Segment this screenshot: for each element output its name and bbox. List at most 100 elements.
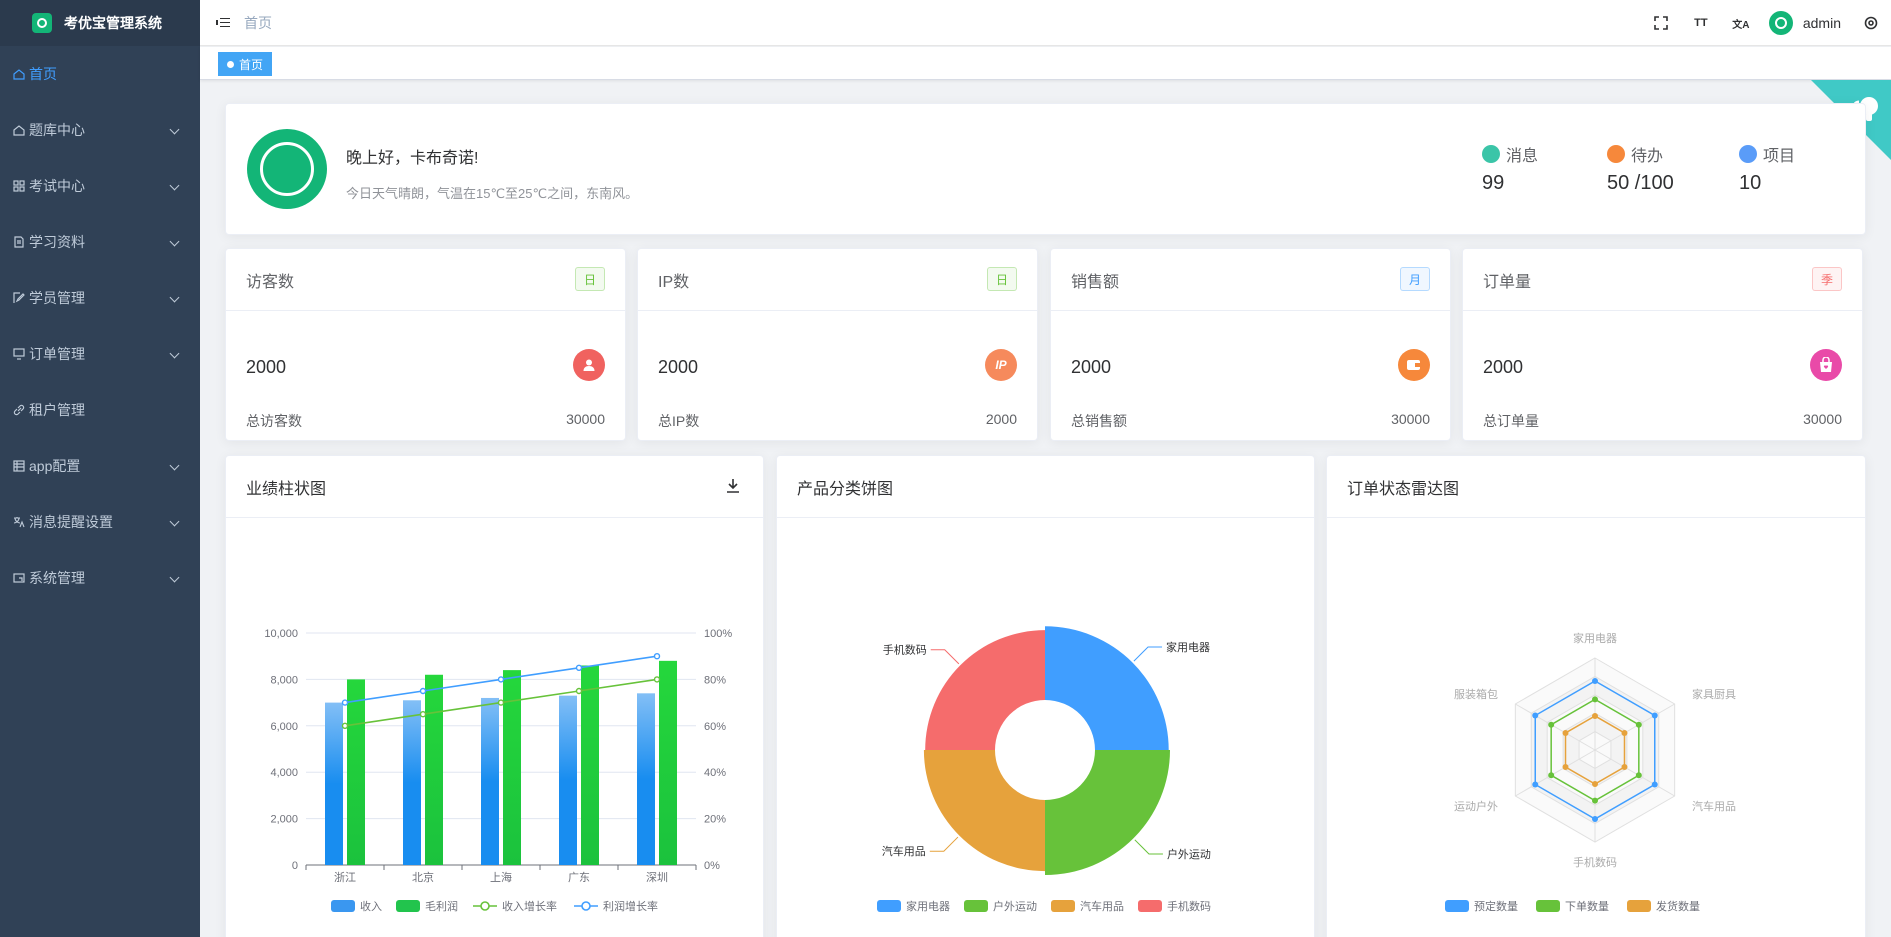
sidebar-item-7[interactable]: app配置 [0,438,200,494]
radar-indicator-label: 家用电器 [1573,631,1617,645]
line-point [419,687,427,695]
settings-icon[interactable] [1857,0,1885,46]
pie-slice [1045,750,1170,875]
metric-card: IP数 日 2000 IP 总IP数 2000 [637,248,1038,441]
metric-total-label: 总访客数 [246,413,302,429]
bar-chart-card: 业绩柱状图 0 0% 2,000 20% 4,000 40% 6,000 60% 8,000 80… [225,455,764,937]
metric-title: IP数 [658,273,690,291]
radar-point [1592,781,1598,788]
stat-messages[interactable]: 消息 99 [1482,142,1538,195]
metric-card: 销售额 月 2000 总销售额 30000 [1050,248,1451,441]
sidebar-item-label: 订单管理 [29,346,85,362]
radar-point [1532,781,1539,788]
grid-icon [12,180,25,193]
metric-value: 2000 [246,357,287,377]
y2-tick-label: 0% [704,860,720,872]
welcome-card: 晚上好，卡布奇诺! 今日天气晴朗，气温在15℃至25℃之间，东南风。 消息 99… [225,103,1866,235]
legend-label: 收入增长率 [502,899,557,913]
radar-point [1562,729,1569,736]
sidebar-menu: 首页题库中心考试中心学习资料学员管理订单管理租户管理 app配置消息提醒设置 系统管… [0,46,200,606]
radar-axis [1594,749,1675,797]
legend-swatch [1051,900,1075,912]
bar-收入 [481,697,499,865]
sidebar-item-label: 系统管理 [29,570,85,586]
avatar[interactable] [1768,11,1793,35]
stat-value: 50 /100 [1607,172,1674,194]
sidebar-item-2[interactable]: 考试中心 [0,158,200,214]
sidebar-item-label: app配置 [29,458,81,474]
sidebar-item-6[interactable]: 租户管理 [0,382,200,438]
font-size-icon[interactable]: TT [1694,17,1708,29]
sidebar-item-3[interactable]: 学习资料 [0,214,200,270]
bar-收入 [403,700,421,865]
chevron-down-icon [169,236,180,247]
legend-label: 预定数量 [1474,899,1518,913]
pie-label: 汽车用品 [882,844,926,858]
line-point [653,676,661,683]
sidebar-item-8[interactable]: 消息提醒设置 [0,494,200,550]
app-logo[interactable]: 考优宝管理系统 [0,0,200,46]
sidebar-item-4[interactable]: 学员管理 [0,270,200,326]
radar-indicator-label: 运动户外 [1454,799,1498,813]
metric-total-label: 总销售额 [1071,413,1127,429]
legend-label: 毛利润 [425,899,458,913]
fullscreen-icon[interactable] [1641,0,1681,46]
radar-point [1548,772,1555,779]
radar-indicator-label: 家具厨具 [1692,687,1736,701]
sidebar-item-label: 消息提醒设置 [29,514,113,530]
greeting-text: 晚上好，卡布奇诺! [346,150,479,167]
radar-point [1621,764,1628,771]
sidebar-item-1[interactable]: 题库中心 [0,102,200,158]
sidebar-item-5[interactable]: 订单管理 [0,326,200,382]
sidebar-item-0[interactable]: 首页 [0,46,200,102]
active-dot [227,60,234,68]
legend-point [480,901,490,911]
metric-title: 销售额 [1071,273,1120,291]
breadcrumb[interactable]: 首页 [244,14,272,31]
chevron-down-icon [169,348,180,359]
y2-tick-label: 20% [704,814,726,826]
screen-icon [12,572,25,585]
legend-label: 收入 [360,899,382,913]
y-tick-label: 6,000 [270,721,298,733]
x-tick-label: 浙江 [334,871,356,884]
x-tick-label: 深圳 [646,871,668,884]
sidebar-item-9[interactable]: 系统管理 [0,550,200,606]
chevron-down-icon [169,460,180,471]
legend-point [581,901,591,911]
pie-label: 手机数码 [883,643,927,657]
radar-point [1651,781,1658,788]
translate-icon[interactable]: 文A [1732,19,1750,31]
stat-todo[interactable]: 待办 50 /100 [1607,142,1674,195]
y2-tick-label: 60% [704,721,726,733]
username[interactable]: admin [1802,15,1841,31]
metric-total-value: 30000 [566,411,605,427]
legend-label: 家用电器 [906,899,950,913]
welcome-avatar [247,129,327,209]
message-icon [1482,145,1500,163]
hamburger-icon[interactable] [216,17,230,29]
sidebar-item-label: 学习资料 [29,234,85,250]
tags-view: 首页 [200,47,1891,80]
weather-text: 今日天气晴朗，气温在15℃至25℃之间，东南风。 [346,186,639,201]
radar-point [1592,696,1598,703]
line-point [341,722,349,730]
legend-label: 手机数码 [1167,899,1211,913]
bar-chart: 0 0% 2,000 20% 4,000 40% 6,000 60% 8,000 80% 10,00… [264,628,732,913]
period-badge: 季 [1811,267,1842,291]
radar-indicator-label: 汽车用品 [1692,799,1736,813]
tag-home[interactable]: 首页 [218,52,273,76]
period-badge: 日 [986,267,1017,291]
project-icon [1739,145,1757,163]
metric-total-label: 总IP数 [658,413,700,429]
download-icon[interactable] [725,478,741,494]
bar-收入 [325,702,343,865]
legend-label: 利润增长率 [603,899,658,913]
monitor-icon [12,348,25,361]
sidebar-item-label: 题库中心 [29,122,85,138]
line-point [341,699,349,706]
pie-label-line [1133,646,1163,662]
metric-value: 2000 [1483,357,1524,377]
stat-projects[interactable]: 项目 10 [1739,142,1795,195]
radar-point [1548,721,1555,728]
